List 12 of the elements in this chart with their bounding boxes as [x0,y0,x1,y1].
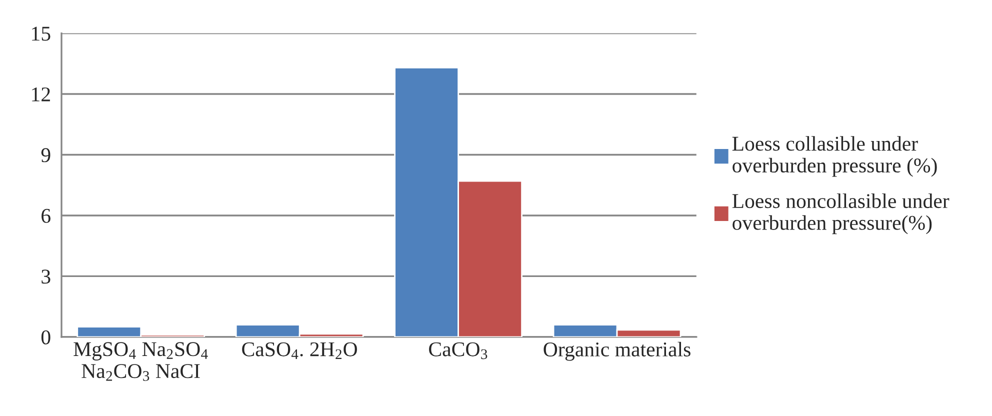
y-tick-label: 0 [41,330,50,344]
x-tick-label: CaCO$_{3}$ [429,342,488,360]
category-label: MgSO$_{4}$ Na$_{2}$SO$_{4}$ Na$_{2}$CO$_{3}$ NaCI [74,342,208,381]
legend-label: Loess collasible under overburden pressure (%) [732,136,937,177]
x-tick-label: CaSO$_{4}$. 2H$_{2}$O [242,342,357,359]
x-tick-label: Organic materials [544,342,690,361]
y-tick-label: 3 [42,270,50,284]
y-tick-label: 9 [41,148,50,162]
y-tick-label: 15 [32,26,50,41]
legend-label: Loess noncollasible under overburden pressure(%) [732,193,950,234]
y-tick-label: 12 [32,87,50,102]
y-tick-label: 6 [42,208,50,223]
